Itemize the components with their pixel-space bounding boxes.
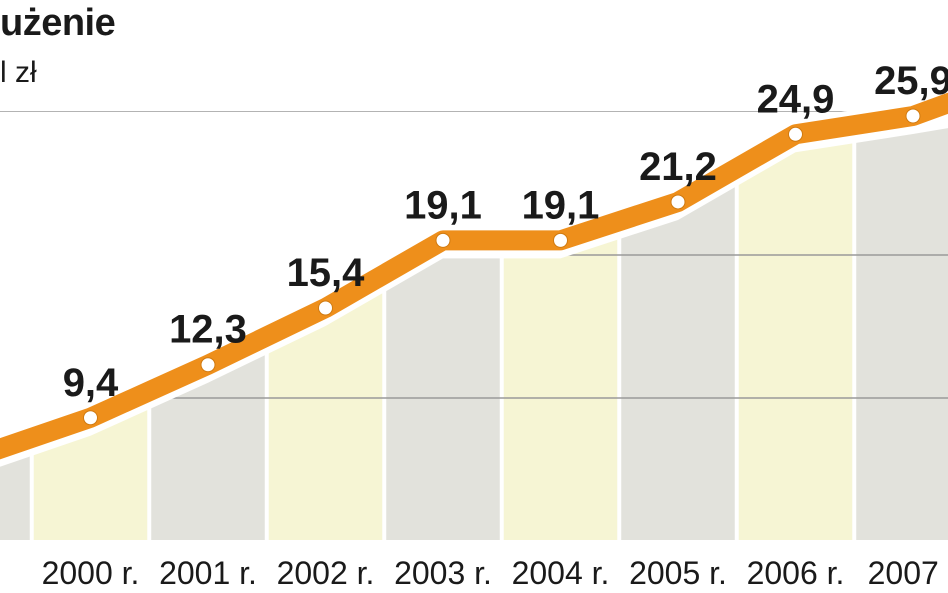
x-tick-label: 2006 r. [747,555,845,591]
chart-title: użenie [0,2,116,44]
data-point [318,300,333,316]
x-tick-label: 2007 r [868,555,948,591]
area-above-line [0,112,948,467]
data-label: 25,9 [874,59,948,103]
x-tick-label: 2001 r. [159,555,257,591]
x-tick-label: 2005 r. [629,555,727,591]
series-line [0,92,948,460]
data-label: 24,9 [757,77,835,121]
chart-subtitle: l zł [0,56,37,89]
data-label: 19,1 [404,183,482,227]
x-tick-label: 2002 r. [277,555,375,591]
category-band [856,112,948,540]
data-point [553,232,568,248]
data-point [670,194,686,210]
data-label: 15,4 [287,251,366,295]
data-point [200,357,216,373]
data-label: 9,4 [63,361,119,405]
data-point [83,410,98,426]
category-band [738,112,853,540]
x-tick-label: 2000 r. [42,555,140,591]
data-label: 12,3 [169,308,247,352]
data-point [435,232,451,248]
data-point [788,126,803,142]
data-label: 21,2 [639,145,717,189]
x-tick-label: 2003 r. [394,555,492,591]
data-point [905,108,921,124]
x-tick-label: 2004 r. [512,555,610,591]
data-label: 19,1 [522,183,600,227]
